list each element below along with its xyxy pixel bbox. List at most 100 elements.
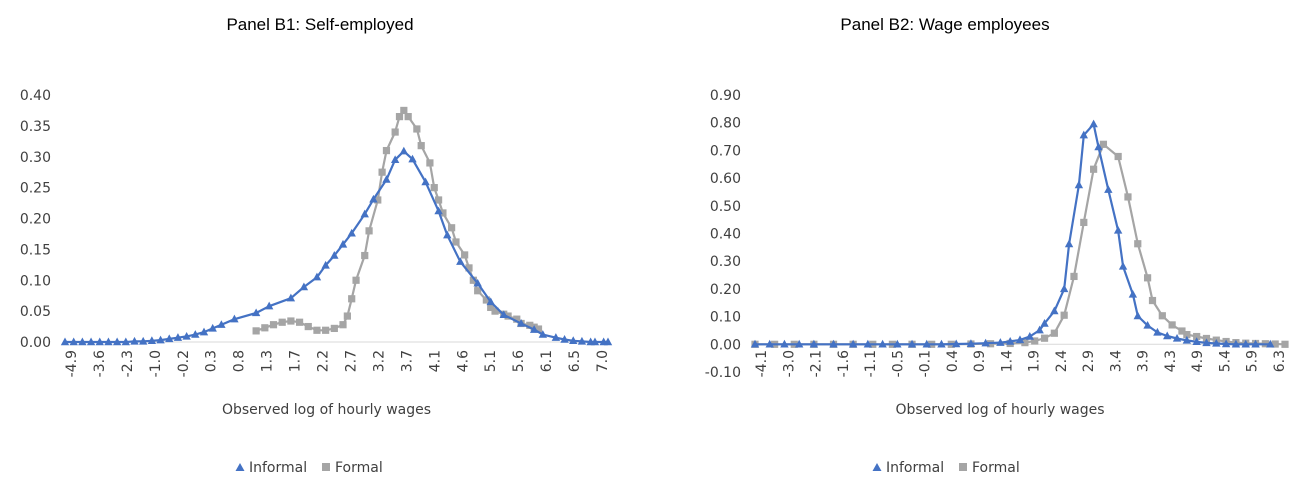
- b2-legend: Informal Formal: [872, 460, 1020, 476]
- b2-x-tick-label: -1.6: [836, 350, 852, 377]
- b1-x-tick-label: -2.3: [120, 350, 136, 377]
- b2-x-tick-label: 4.3: [1163, 350, 1179, 372]
- b1-x-tick-label: 4.6: [455, 350, 471, 372]
- b2-x-tick-label: 2.9: [1081, 350, 1097, 372]
- b2-informal-point: [809, 339, 819, 348]
- b1-y-tick-label: 0.00: [20, 335, 51, 351]
- b1-formal-point: [413, 125, 421, 133]
- b1-informal-point: [78, 337, 87, 346]
- b2-legend-square-icon: [959, 463, 967, 471]
- b1-informal-point: [173, 333, 183, 341]
- chart-panel-b2: Panel B2: Wage employees -0.10 0.00 0.10 0.2…: [645, 0, 1290, 488]
- b2-informal-point: [952, 339, 961, 348]
- b1-informal-point: [590, 337, 600, 346]
- b1-formal-point: [304, 322, 312, 331]
- b2-formal-point: [1148, 296, 1157, 305]
- b1-x-tick-label: -3.6: [92, 350, 108, 377]
- b1-formal-point: [339, 321, 347, 329]
- b2-informal-point: [1118, 261, 1128, 270]
- b2-informal-line: [755, 123, 1271, 346]
- b1-formal-point: [295, 318, 304, 326]
- b2-informal-point: [1059, 284, 1069, 293]
- b1-formal-point: [452, 238, 460, 246]
- b2-informal-point: [1182, 335, 1192, 344]
- b1-formal-point: [361, 251, 369, 260]
- b1-formal-point: [352, 276, 360, 284]
- b1-informal-point: [330, 251, 339, 259]
- b1-informal-point: [486, 297, 495, 306]
- b1-formal-point: [534, 325, 543, 333]
- b2-formal-point: [1281, 340, 1289, 348]
- b1-y-tick-label: 0.35: [20, 119, 51, 135]
- b2-x-tick-label: -1.1: [863, 350, 879, 377]
- b2-informal-point: [1202, 338, 1211, 347]
- b1-formal-point: [348, 295, 356, 303]
- b2-x-tick-label: 1.9: [1027, 350, 1043, 372]
- b1-informal-point: [208, 323, 217, 332]
- b1-legend-label-informal: Informal: [249, 460, 307, 476]
- b1-formal-point: [343, 312, 351, 320]
- b1-informal-point: [321, 260, 330, 269]
- b2-formal-point: [1070, 272, 1078, 281]
- b1-x-tick-label: 0.3: [204, 350, 220, 372]
- b2-informal-point: [1015, 335, 1025, 344]
- b2-formal-point: [1031, 337, 1039, 345]
- b2-formal-point: [1021, 339, 1029, 347]
- b1-informal-point: [138, 336, 148, 345]
- b2-informal-point: [780, 339, 789, 348]
- b2-formal-point: [1080, 218, 1088, 227]
- b2-x-tick-label: -2.1: [809, 350, 825, 377]
- b1-x-tick-label: 1.7: [288, 350, 304, 372]
- b1-formal-point: [269, 321, 278, 329]
- b2-informal-point: [1192, 337, 1201, 346]
- b2-formal-point: [1114, 152, 1122, 161]
- b2-formal-line: [755, 143, 1286, 346]
- b1-informal-point: [86, 337, 96, 346]
- b2-x-tick-label: -0.5: [890, 350, 906, 377]
- b1-x-tick-label: 6.5: [567, 350, 583, 372]
- b1-y-tick-label: 0.25: [20, 181, 51, 197]
- b2-informal-point: [794, 339, 804, 348]
- b2-informal-point: [1133, 311, 1142, 320]
- b1-informal-point: [147, 336, 157, 344]
- b1-x-axis-title: Observed log of hourly wages: [222, 402, 431, 418]
- b2-x-tick-label: 0.4: [945, 350, 961, 372]
- b2-informal-point: [1104, 185, 1113, 193]
- b2-informal-point: [1266, 339, 1275, 348]
- b1-formal-point: [417, 142, 425, 150]
- b1-formal-point: [448, 224, 456, 232]
- b2-informal-point: [750, 339, 760, 348]
- b2-y-tick-label: 0.20: [710, 282, 741, 298]
- b1-x-tick-label: -0.2: [176, 350, 192, 377]
- b1-informal-point: [434, 206, 443, 215]
- b2-formal-point: [1040, 334, 1049, 342]
- b2-formal-point: [1090, 165, 1098, 173]
- b2-informal-point: [1128, 289, 1138, 298]
- b2-informal-point: [1040, 319, 1049, 327]
- chart-panel-b1: Panel B1: Self-employed 0.00 0.05 0.10 0.15 0…: [20, 15, 613, 476]
- b1-formal-point: [400, 106, 408, 115]
- b2-formal-point: [1183, 331, 1191, 339]
- b1-y-tick-label: 0.30: [20, 150, 51, 166]
- b2-informal-point: [1172, 333, 1182, 342]
- b2-informal-point: [922, 339, 931, 348]
- b1-informal-point: [191, 330, 200, 338]
- b1-formal-line: [255, 109, 539, 332]
- b2-informal-point: [1221, 339, 1231, 348]
- b1-informal-point: [473, 278, 482, 287]
- b1-y-tick-label: 0.40: [20, 88, 51, 104]
- b1-informal-point: [456, 257, 465, 265]
- b2-informal-point: [1113, 225, 1123, 234]
- b2-informal-point: [1153, 327, 1162, 336]
- b2-y-tick-label: 0.10: [710, 310, 741, 326]
- b2-informal-point: [1074, 180, 1084, 189]
- b2-informal-point: [1094, 142, 1103, 151]
- b1-informal-point: [390, 155, 400, 164]
- b2-informal-point: [1212, 338, 1221, 347]
- b1-y-tick-label: 0.15: [20, 242, 51, 258]
- b2-formal-point: [1099, 140, 1108, 148]
- b1-formal-point: [513, 315, 521, 323]
- b1-formal-point: [404, 113, 412, 121]
- b2-informal-point: [765, 339, 774, 348]
- b1-legend-label-formal: Formal: [335, 460, 383, 476]
